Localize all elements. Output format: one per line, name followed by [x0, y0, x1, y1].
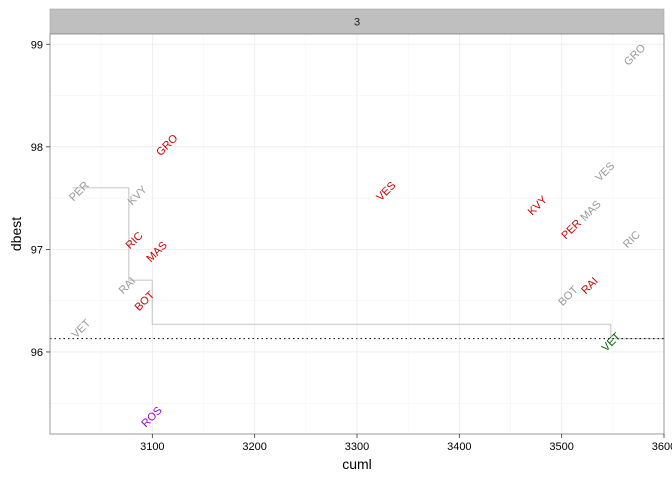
y-axis: 96 97 98 99	[31, 39, 50, 359]
y-tick-label: 97	[31, 244, 43, 256]
x-tick-label: 3300	[345, 441, 369, 453]
y-axis-title: dbest	[8, 217, 24, 251]
y-tick-label: 99	[31, 39, 43, 51]
step-line	[72, 187, 664, 340]
x-axis-title: cuml	[342, 456, 372, 472]
x-axis: 3100 3200 3300 3400 3500 3600	[140, 434, 672, 453]
x-tick-label: 3600	[652, 441, 672, 453]
step-line-layer	[72, 187, 664, 340]
y-tick-label: 96	[31, 347, 43, 359]
x-tick-label: 3100	[140, 441, 164, 453]
x-tick-label: 3200	[242, 441, 266, 453]
x-tick-label: 3400	[447, 441, 471, 453]
facet-strip-label: 3	[354, 17, 360, 29]
facet-strip	[49, 8, 665, 35]
y-tick-label: 98	[31, 142, 43, 154]
x-tick-label: 3500	[549, 441, 573, 453]
